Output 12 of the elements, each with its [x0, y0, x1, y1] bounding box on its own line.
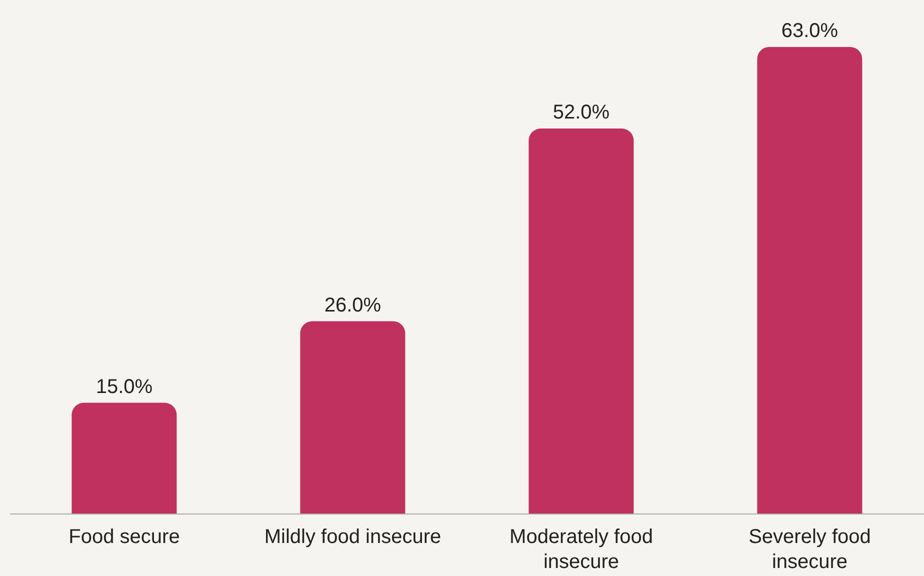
bar	[72, 402, 177, 514]
x-tick-label: Severely food insecure	[748, 526, 871, 573]
data-label: 15.0%	[96, 376, 153, 398]
x-tick-label: Food secure	[68, 526, 180, 548]
x-tick-label: Mildly food insecure	[264, 526, 442, 548]
data-label: 26.0%	[324, 294, 382, 316]
x-tick-label: Moderately food insecure	[510, 526, 653, 573]
bar	[528, 128, 634, 514]
data-label: 63.0%	[781, 20, 838, 42]
bar	[300, 321, 406, 514]
bar	[757, 47, 862, 514]
data-label: 52.0%	[552, 102, 610, 124]
